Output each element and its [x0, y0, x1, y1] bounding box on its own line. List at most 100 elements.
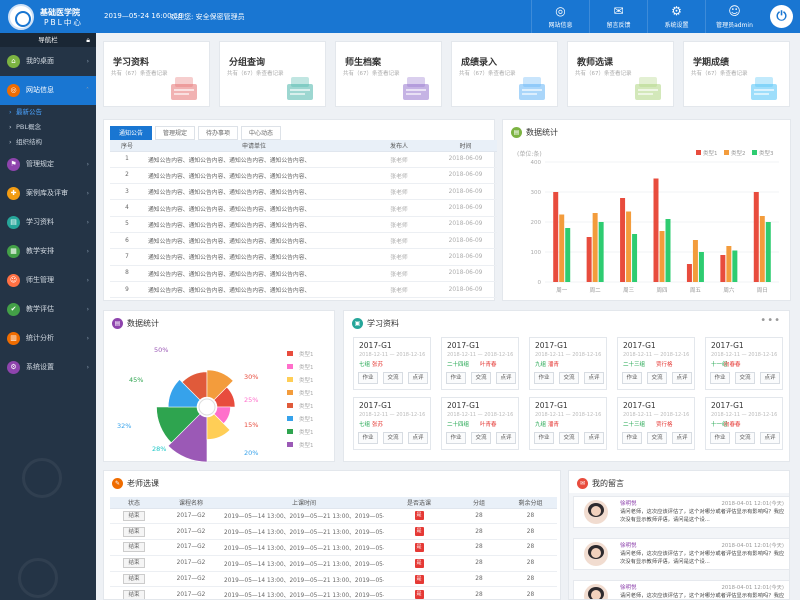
study-discuss-button[interactable]: 交流	[383, 372, 403, 384]
power-icon[interactable]: ⏻	[770, 5, 793, 28]
table-row[interactable]: 结束 2017—G2 2019—05—14 13:00、2019—05—21 13:…	[110, 571, 557, 587]
study-review-button[interactable]: 点评	[408, 432, 428, 444]
sidebar-item-5[interactable]: ▤ 学习资料 ›	[0, 208, 96, 237]
study-homework-button[interactable]: 作业	[710, 432, 730, 444]
quick-card-2[interactable]: 分组查询 共有（67）条查看记录	[219, 41, 326, 107]
sidebar-item-7[interactable]: ☺ 师生管理 ›	[0, 266, 96, 295]
sidebar-item-2[interactable]: ◎ 网站信息 ˄	[0, 76, 96, 105]
study-homework-button[interactable]: 作业	[358, 432, 378, 444]
study-card[interactable]: 2017-G1 2018-12-11 — 2018-12-16 十一组 向春春 作业 交流…	[705, 337, 783, 390]
study-review-button[interactable]: 点评	[408, 372, 428, 384]
study-card[interactable]: 2017-G1 2018-12-11 — 2018-12-16 九组 潘青 作业 交流 点评	[529, 337, 607, 390]
sidebar-subitem[interactable]: PBL概念	[0, 120, 96, 135]
study-card[interactable]: 2017-G1 2018-12-11 — 2018-12-16 二十三组 贾行格 作业交…	[617, 337, 695, 390]
table-row[interactable]: 结束 2017—G2 2019—05—14 13:00、2019—05—21 13:…	[110, 587, 557, 600]
study-discuss-button[interactable]: 交流	[735, 432, 755, 444]
study-homework-button[interactable]: 作业	[622, 432, 642, 444]
table-row[interactable]: 9 通知公告内容、通知公告内容、通知公告内容、通知公告内容、 张老师 2018-06-…	[110, 281, 497, 297]
study-discuss-button[interactable]: 交流	[559, 432, 579, 444]
table-row[interactable]: 1 通知公告内容、通知公告内容、通知公告内容、通知公告内容、 张老师 2018-06-…	[110, 151, 497, 167]
sidebar-item-4[interactable]: ✚ 案例库及评审 ›	[0, 179, 96, 208]
study-review-button[interactable]: 点评	[584, 372, 604, 384]
study-homework-button[interactable]: 作业	[446, 372, 466, 384]
study-homework-button[interactable]: 作业	[534, 432, 554, 444]
study-card[interactable]: 2017-G1 2018-12-11 — 2018-12-16 七组 张苏 作业 交流 点评	[353, 397, 431, 450]
study-review-button[interactable]: 点评	[672, 372, 692, 384]
selected-badge[interactable]: 是	[415, 590, 424, 599]
nav-site-info[interactable]: ◎ 网站信息	[531, 0, 589, 33]
sidebar-item-1[interactable]: ⌂ 我的桌面 ›	[0, 47, 96, 76]
study-discuss-button[interactable]: 交流	[647, 372, 667, 384]
study-card[interactable]: 2017-G1 2018-12-11 — 2018-12-16 九组 潘青 作业 交流 点评	[529, 397, 607, 450]
study-discuss-button[interactable]: 交流	[471, 432, 491, 444]
quick-card-1[interactable]: 学习资料 共有（67）条查看记录	[103, 41, 210, 107]
table-row[interactable]: 2 通知公告内容、通知公告内容、通知公告内容、通知公告内容、 张老师 2018-06-…	[110, 167, 497, 183]
study-review-button[interactable]: 点评	[760, 372, 780, 384]
sidebar-item-6[interactable]: ▦ 教学安排 ›	[0, 237, 96, 266]
message-item[interactable]: 徐明悦 2018-04-01 12:01(今天) 请问老师，这次应该评估了，这个对哪…	[573, 580, 790, 600]
selected-badge[interactable]: 是	[415, 527, 424, 536]
study-card[interactable]: 2017-G1 2018-12-11 — 2018-12-16 七组 张苏 作业 交流 点评	[353, 337, 431, 390]
tab-1[interactable]: 通知公告	[110, 126, 152, 140]
study-homework-button[interactable]: 作业	[710, 372, 730, 384]
message-item[interactable]: 徐明悦 2018-04-01 12:01(今天) 请问老师，这次应该评估了，这个对哪…	[573, 496, 790, 528]
table-row[interactable]: 结束 2017—G2 2019—05—14 13:00、2019—05—21 13:…	[110, 524, 557, 540]
study-discuss-button[interactable]: 交流	[559, 372, 579, 384]
quick-card-5[interactable]: 教师选课 共有（67）条查看记录	[567, 41, 674, 107]
message-item[interactable]: 徐明悦 2018-04-01 12:01(今天) 请问老师，这次应该评估了，这个对哪…	[573, 538, 790, 570]
study-homework-button[interactable]: 作业	[446, 432, 466, 444]
study-card[interactable]: 2017-G1 2018-12-11 — 2018-12-16 二十四组 叶青春 作业交…	[441, 397, 519, 450]
selected-badge[interactable]: 是	[415, 511, 424, 520]
study-discuss-button[interactable]: 交流	[735, 372, 755, 384]
study-review-button[interactable]: 点评	[760, 432, 780, 444]
table-cell: 张老师	[364, 265, 434, 281]
sidebar-subitem[interactable]: 最新公告	[0, 105, 96, 120]
sidebar-subitem[interactable]: 组织结构	[0, 135, 96, 150]
nav-settings[interactable]: ⚙ 系统设置	[647, 0, 705, 33]
study-card[interactable]: 2017-G1 2018-12-11 — 2018-12-16 二十三组 贾行格 作业交…	[617, 397, 695, 450]
selected-badge[interactable]: 是	[415, 559, 424, 568]
tab-2[interactable]: 管理规定	[155, 126, 195, 140]
study-card[interactable]: 2017-G1 2018-12-11 — 2018-12-16 二十四组 叶青春 作业交…	[441, 337, 519, 390]
study-discuss-button[interactable]: 交流	[647, 432, 667, 444]
study-discuss-button[interactable]: 交流	[383, 432, 403, 444]
study-discuss-button[interactable]: 交流	[471, 372, 491, 384]
selected-badge[interactable]: 是	[415, 543, 424, 552]
sidebar-item-8[interactable]: ✔ 教学评估 ›	[0, 295, 96, 324]
table-row[interactable]: 结束 2017—G2 2019—05—14 13:00、2019—05—21 13:…	[110, 508, 557, 524]
more-icon[interactable]: •••	[760, 315, 781, 326]
pie-label: 15%	[244, 421, 258, 429]
table-row[interactable]: 7 通知公告内容、通知公告内容、通知公告内容、通知公告内容、 张老师 2018-06-…	[110, 249, 497, 265]
table-cell: 2018-06-09	[434, 200, 497, 216]
table-row[interactable]: 结束 2017—G2 2019—05—14 13:00、2019—05—21 13:…	[110, 540, 557, 556]
study-homework-button[interactable]: 作业	[358, 372, 378, 384]
table-row[interactable]: 8 通知公告内容、通知公告内容、通知公告内容、通知公告内容、 张老师 2018-06-…	[110, 265, 497, 281]
study-card[interactable]: 2017-G1 2018-12-11 — 2018-12-16 十一组 向春春 作业 交流…	[705, 397, 783, 450]
table-row[interactable]: 4 通知公告内容、通知公告内容、通知公告内容、通知公告内容、 张老师 2018-06-…	[110, 200, 497, 216]
table-row[interactable]: 5 通知公告内容、通知公告内容、通知公告内容、通知公告内容、 张老师 2018-06-…	[110, 216, 497, 232]
table-row[interactable]: 3 通知公告内容、通知公告内容、通知公告内容、通知公告内容、 张老师 2018-06-…	[110, 184, 497, 200]
table-row[interactable]: 结束 2017—G2 2019—05—14 13:00、2019—05—21 13:…	[110, 555, 557, 571]
tab-4[interactable]: 中心动态	[241, 126, 281, 140]
table-row[interactable]: 6 通知公告内容、通知公告内容、通知公告内容、通知公告内容、 张老师 2018-06-…	[110, 232, 497, 248]
selected-badge[interactable]: 是	[415, 575, 424, 584]
sidebar-item-10[interactable]: ⚙ 系统设置 ›	[0, 353, 96, 382]
study-homework-button[interactable]: 作业	[534, 372, 554, 384]
study-homework-button[interactable]: 作业	[622, 372, 642, 384]
lock-icon[interactable]: 🔒︎	[86, 33, 90, 47]
study-review-button[interactable]: 点评	[496, 432, 516, 444]
nav-admin-user[interactable]: ☺ 管理员admin	[705, 0, 763, 33]
quick-card-6[interactable]: 学期成绩 共有（67）条查看记录	[683, 41, 790, 107]
quick-card-4[interactable]: 成绩录入 共有（67）条查看记录	[451, 41, 558, 107]
study-review-button[interactable]: 点评	[672, 432, 692, 444]
quick-card-3[interactable]: 师生档案 共有（67）条查看记录	[335, 41, 442, 107]
sidebar-item-9[interactable]: ▥ 统计分析 ›	[0, 324, 96, 353]
menu-icon: ✚	[7, 187, 20, 200]
study-review-button[interactable]: 点评	[584, 432, 604, 444]
nav-feedback[interactable]: ✉ 留言反馈	[589, 0, 647, 33]
x-tick-label: 周二	[590, 287, 602, 294]
study-review-button[interactable]: 点评	[496, 372, 516, 384]
status-badge: 结束	[123, 527, 144, 537]
tab-3[interactable]: 待办事项	[198, 126, 238, 140]
sidebar-item-3[interactable]: ⚑ 管理规定 ›	[0, 150, 96, 179]
